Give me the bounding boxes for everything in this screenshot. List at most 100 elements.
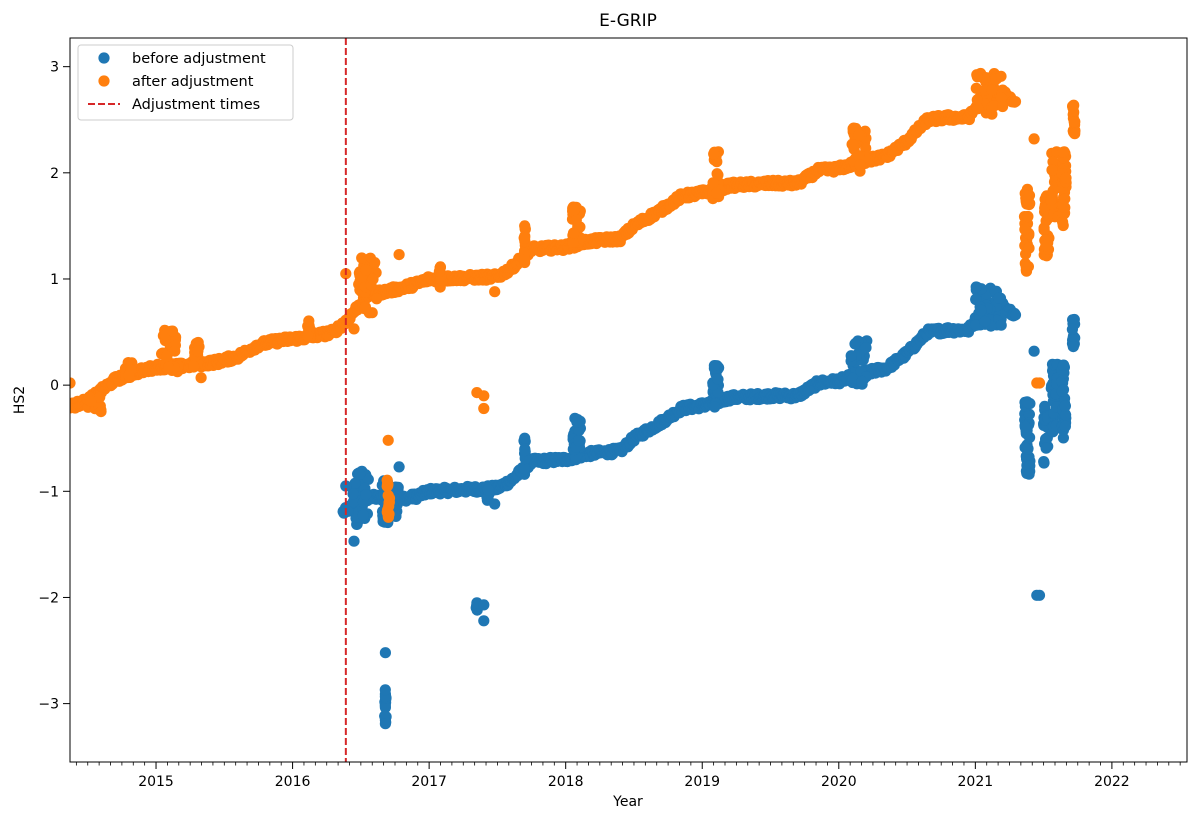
- legend-label: Adjustment times: [132, 97, 260, 113]
- x-tick-label: 2022: [1094, 774, 1130, 790]
- data-point: [70, 377, 76, 389]
- data-point: [853, 150, 865, 162]
- series-before-adjustment: [337, 281, 1081, 730]
- data-point: [1047, 185, 1059, 197]
- data-point: [970, 319, 982, 331]
- y-axis: −3 −2 −1 0 1 2 3: [38, 60, 70, 713]
- data-point: [995, 70, 1007, 82]
- x-tick-label: 2018: [548, 774, 584, 790]
- data-point: [708, 360, 721, 372]
- data-point: [379, 647, 391, 659]
- data-point: [391, 482, 403, 494]
- data-point: [1038, 456, 1050, 468]
- data-point: [573, 424, 585, 437]
- data-point: [519, 232, 531, 244]
- y-tick-label: −3: [38, 697, 59, 713]
- data-point: [1040, 442, 1052, 454]
- data-point: [519, 452, 531, 465]
- data-point: [381, 478, 394, 490]
- data-point: [478, 390, 490, 402]
- data-point: [568, 204, 580, 216]
- data-point: [478, 615, 490, 627]
- data-point: [478, 402, 490, 415]
- x-axis: 2015 2016 2017 2018 2019 2020 2021 2022: [75, 762, 1181, 790]
- data-point: [1045, 194, 1057, 206]
- data-point: [860, 142, 872, 154]
- data-point: [519, 254, 531, 266]
- data-point: [482, 484, 494, 496]
- data-point: [359, 303, 371, 315]
- data-point: [347, 488, 359, 500]
- data-point: [1028, 133, 1040, 145]
- data-point: [348, 323, 360, 335]
- data-point: [1009, 309, 1022, 321]
- series-layer: [70, 67, 1081, 730]
- data-point: [362, 473, 374, 485]
- data-point: [1022, 210, 1034, 223]
- data-point: [1047, 156, 1059, 168]
- plot-frame: [69, 37, 1188, 763]
- data-point: [1057, 432, 1069, 444]
- data-point: [1033, 589, 1046, 601]
- data-point: [1069, 128, 1081, 140]
- legend: before adjustment after adjustment Adjustm…: [77, 44, 294, 121]
- data-point: [1069, 332, 1081, 344]
- data-point: [163, 361, 175, 373]
- data-point: [1060, 172, 1072, 184]
- data-point: [709, 401, 721, 413]
- data-point: [979, 315, 991, 328]
- x-axis-label: Year: [612, 794, 643, 810]
- x-tick-label: 2019: [684, 774, 720, 790]
- data-point: [1040, 239, 1052, 252]
- data-point: [995, 319, 1007, 331]
- data-point: [1067, 102, 1079, 114]
- data-point: [1038, 224, 1050, 236]
- data-point: [519, 220, 531, 232]
- data-point: [1019, 421, 1031, 433]
- data-point: [1057, 198, 1069, 211]
- data-point: [970, 82, 982, 94]
- data-point: [1020, 261, 1032, 273]
- x-tick-label: 2016: [275, 774, 311, 790]
- chart-title: E-GRIP: [599, 11, 657, 31]
- data-point: [489, 498, 501, 510]
- legend-marker: [98, 75, 110, 87]
- data-point: [1068, 116, 1080, 128]
- y-tick-label: 3: [50, 60, 59, 76]
- data-point: [348, 535, 360, 547]
- data-point: [1059, 400, 1071, 412]
- data-point: [997, 100, 1009, 113]
- legend-marker: [98, 52, 110, 64]
- x-tick-label: 2020: [821, 774, 857, 790]
- data-point: [971, 71, 984, 83]
- data-point: [707, 177, 719, 189]
- data-point: [489, 286, 501, 298]
- data-point: [519, 463, 531, 475]
- data-point: [1019, 223, 1031, 236]
- data-point: [369, 257, 381, 269]
- data-point: [1023, 468, 1035, 480]
- data-point: [1057, 359, 1069, 371]
- data-point: [360, 489, 372, 501]
- data-point: [1056, 385, 1068, 397]
- data-point: [571, 416, 583, 428]
- data-point: [382, 434, 394, 446]
- data-point: [1028, 345, 1040, 357]
- data-point: [847, 372, 859, 384]
- data-point: [383, 508, 395, 520]
- data-point: [1060, 409, 1072, 421]
- data-point: [972, 103, 984, 115]
- data-point: [478, 599, 490, 611]
- y-axis-label: HS2: [12, 386, 28, 414]
- data-point: [845, 350, 857, 362]
- data-point: [1021, 396, 1033, 408]
- series-after-adjustment: [70, 67, 1081, 523]
- y-tick-label: 1: [50, 272, 59, 288]
- data-point: [192, 345, 204, 357]
- data-point: [519, 432, 531, 444]
- data-point: [1039, 400, 1051, 412]
- data-point: [354, 468, 366, 480]
- legend-label: before adjustment: [132, 51, 266, 67]
- data-point: [357, 509, 369, 521]
- data-point: [712, 373, 724, 385]
